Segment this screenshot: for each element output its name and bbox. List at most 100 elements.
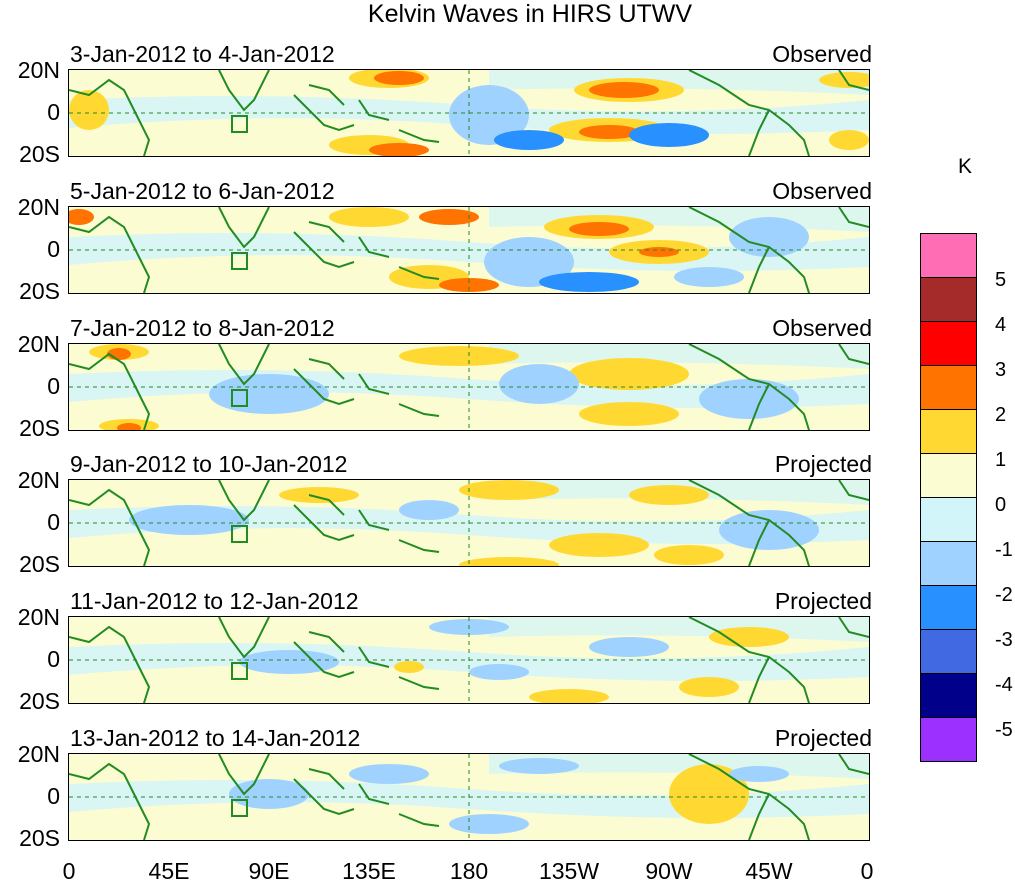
anomaly-blob — [69, 209, 94, 225]
panel-date-range: 5-Jan-2012 to 6-Jan-2012 — [70, 178, 335, 204]
anomaly-blob — [399, 346, 519, 366]
colorbar-label: 4 — [995, 314, 1007, 336]
lon-tick: 0 — [860, 858, 874, 884]
map-panel: 3-Jan-2012 to 4-Jan-2012 Observed 20N 0 20S — [18, 41, 872, 167]
colorbar-swatch — [920, 629, 977, 674]
anomaly-blob — [639, 247, 679, 257]
africa-coast — [69, 625, 151, 703]
americas-coast — [688, 344, 810, 430]
maritime-continent-coast — [293, 221, 440, 280]
lat-tick: 20N — [17, 741, 60, 767]
africa-coast — [69, 762, 151, 840]
anomaly-blob — [439, 278, 499, 292]
anomaly-blob — [589, 82, 659, 98]
anomaly-blob — [499, 364, 579, 404]
maritime-continent-coast — [293, 84, 440, 143]
africa-east-coast — [838, 70, 869, 91]
colorbar-label: 3 — [995, 359, 1007, 381]
colorbar-unit: K — [958, 155, 973, 178]
maritime-continent-coast — [293, 358, 440, 417]
anomaly-blob — [459, 557, 559, 566]
africa-east-coast — [838, 754, 869, 775]
panel-type-label: Observed — [772, 315, 872, 341]
anomaly-blob — [374, 71, 424, 85]
madagascar-box — [231, 115, 248, 133]
lat-tick: 20N — [17, 467, 60, 493]
lat-tick: 20N — [17, 194, 60, 220]
anomaly-blob — [449, 814, 529, 834]
anomaly-blob — [569, 222, 629, 236]
colorbar-label: -4 — [995, 674, 1013, 696]
colorbar-label: -3 — [995, 629, 1013, 651]
anomaly-blob — [369, 143, 429, 156]
colorbar-swatch — [920, 321, 977, 366]
colorbar-swatch — [920, 453, 977, 498]
anomaly-blob — [549, 533, 649, 557]
colorbar-label: -2 — [995, 584, 1013, 606]
anomaly-blob — [239, 650, 339, 674]
anomaly-blob — [729, 217, 809, 257]
americas-coast — [688, 480, 810, 566]
lat-tick: 20S — [19, 551, 60, 577]
anomaly-map — [68, 206, 870, 294]
colorbar-label: -5 — [995, 719, 1013, 741]
lon-tick: 90W — [645, 858, 693, 884]
lat-tick: 20N — [17, 604, 60, 630]
anomaly-map — [68, 69, 870, 157]
madagascar-box — [231, 662, 248, 680]
lat-tick: 0 — [47, 236, 60, 262]
india-coast — [218, 617, 270, 659]
map-panel: 9-Jan-2012 to 10-Jan-2012 Projected 20N 0 20… — [18, 451, 872, 577]
colorbar-swatch — [920, 409, 977, 454]
africa-east-coast — [838, 480, 869, 501]
anomaly-blob — [819, 72, 869, 88]
india-coast — [218, 754, 270, 796]
lat-tick: 0 — [47, 783, 60, 809]
figure-title: Kelvin Waves in HIRS UTWV — [367, 0, 693, 28]
lat-tick: 20N — [17, 331, 60, 357]
anomaly-blob — [394, 661, 424, 673]
lat-tick: 20S — [19, 688, 60, 714]
anomaly-blob — [499, 758, 579, 774]
colorbar-label: 5 — [995, 269, 1007, 291]
anomaly-blob — [419, 209, 479, 225]
panel-type-label: Projected — [774, 588, 872, 614]
lat-tick: 0 — [47, 646, 60, 672]
panel-date-range: 3-Jan-2012 to 4-Jan-2012 — [70, 41, 335, 67]
lat-tick: 0 — [47, 99, 60, 125]
anomaly-blob — [699, 379, 799, 419]
africa-east-coast — [838, 617, 869, 638]
anomaly-blob — [539, 272, 639, 292]
anomaly-blob — [829, 130, 869, 150]
anomaly-map — [68, 616, 870, 704]
lat-tick: 0 — [47, 373, 60, 399]
anomaly-blob — [399, 500, 459, 520]
anomaly-map — [68, 479, 870, 567]
madagascar-box — [231, 252, 248, 270]
map-panel: 13-Jan-2012 to 14-Jan-2012 Projected 20N 0 2… — [18, 725, 872, 851]
lon-tick: 45W — [745, 858, 793, 884]
anomaly-blob — [579, 402, 679, 426]
map-panel: 11-Jan-2012 to 12-Jan-2012 Projected 20N 0 2… — [18, 588, 872, 714]
india-coast — [218, 70, 270, 112]
anomaly-blob — [494, 130, 564, 150]
africa-coast — [69, 78, 151, 156]
map-panel: 7-Jan-2012 to 8-Jan-2012 Observed 20N 0 20S — [18, 315, 872, 441]
anomaly-blob — [279, 487, 359, 503]
lon-tick: 90E — [248, 858, 290, 884]
anomaly-blob — [117, 423, 141, 430]
anomaly-blob — [229, 779, 309, 809]
maritime-continent-coast — [293, 494, 440, 553]
americas-coast — [688, 207, 810, 293]
madagascar-box — [231, 389, 248, 407]
india-coast — [218, 207, 270, 249]
lat-tick: 20S — [19, 825, 60, 851]
panel-type-label: Projected — [774, 725, 872, 751]
anomaly-blob — [709, 627, 789, 647]
colorbar-swatch — [920, 277, 977, 322]
anomaly-blob — [589, 637, 669, 657]
colorbar-swatch — [920, 497, 977, 542]
americas-coast — [688, 617, 810, 703]
colorbar — [920, 233, 977, 762]
africa-east-coast — [838, 207, 869, 228]
